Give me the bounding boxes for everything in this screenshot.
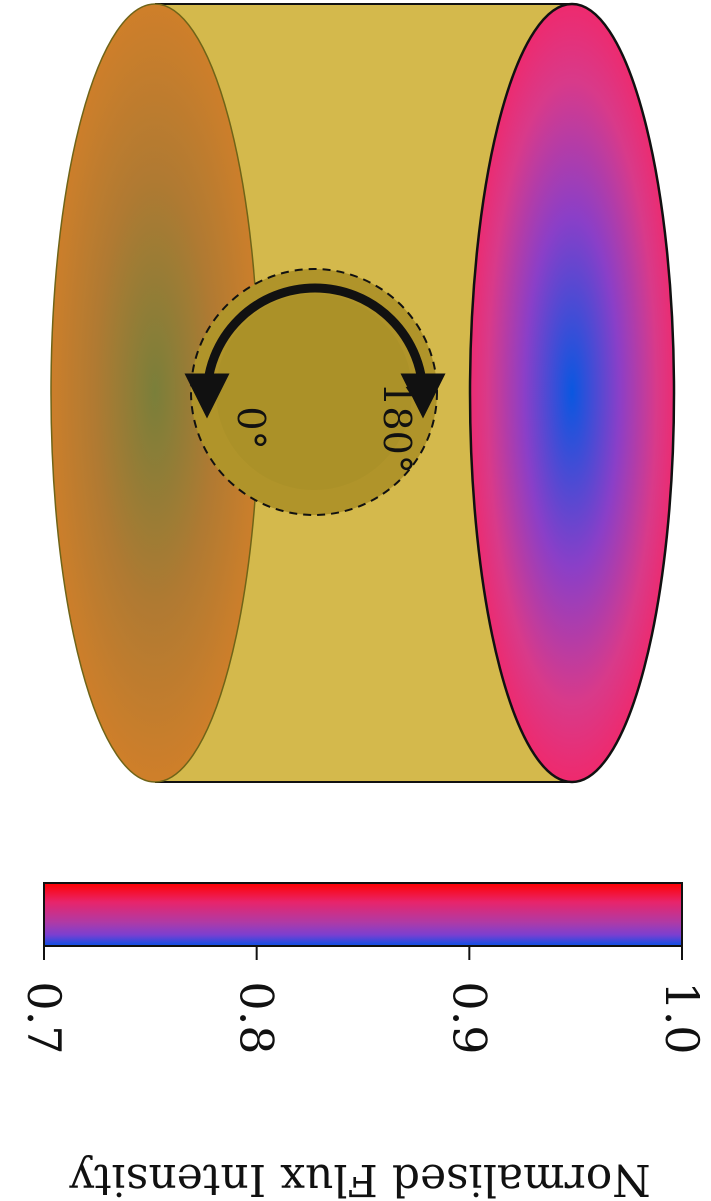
colorbar-tick-label: 0.8	[230, 981, 284, 1054]
colorbar-label: Normalised Flux Intensity	[69, 1154, 651, 1201]
colorbar-tick-label: 0.7	[17, 981, 71, 1054]
angle-label-start: 0°	[229, 406, 273, 449]
right-end-face	[468, 2, 676, 784]
colorbar-border	[43, 882, 683, 947]
colorbar	[43, 882, 683, 947]
rotation-arrow	[184, 283, 446, 419]
angle-label-end: 180°	[375, 382, 419, 474]
colorbar-tick-label: 0.9	[442, 981, 496, 1054]
colorbar-tick-label: 1.0	[655, 981, 709, 1054]
colorbar-gradient	[44, 883, 682, 946]
colorbar-ticks: 0.7 0.8 0.9 1.0	[17, 946, 709, 1055]
